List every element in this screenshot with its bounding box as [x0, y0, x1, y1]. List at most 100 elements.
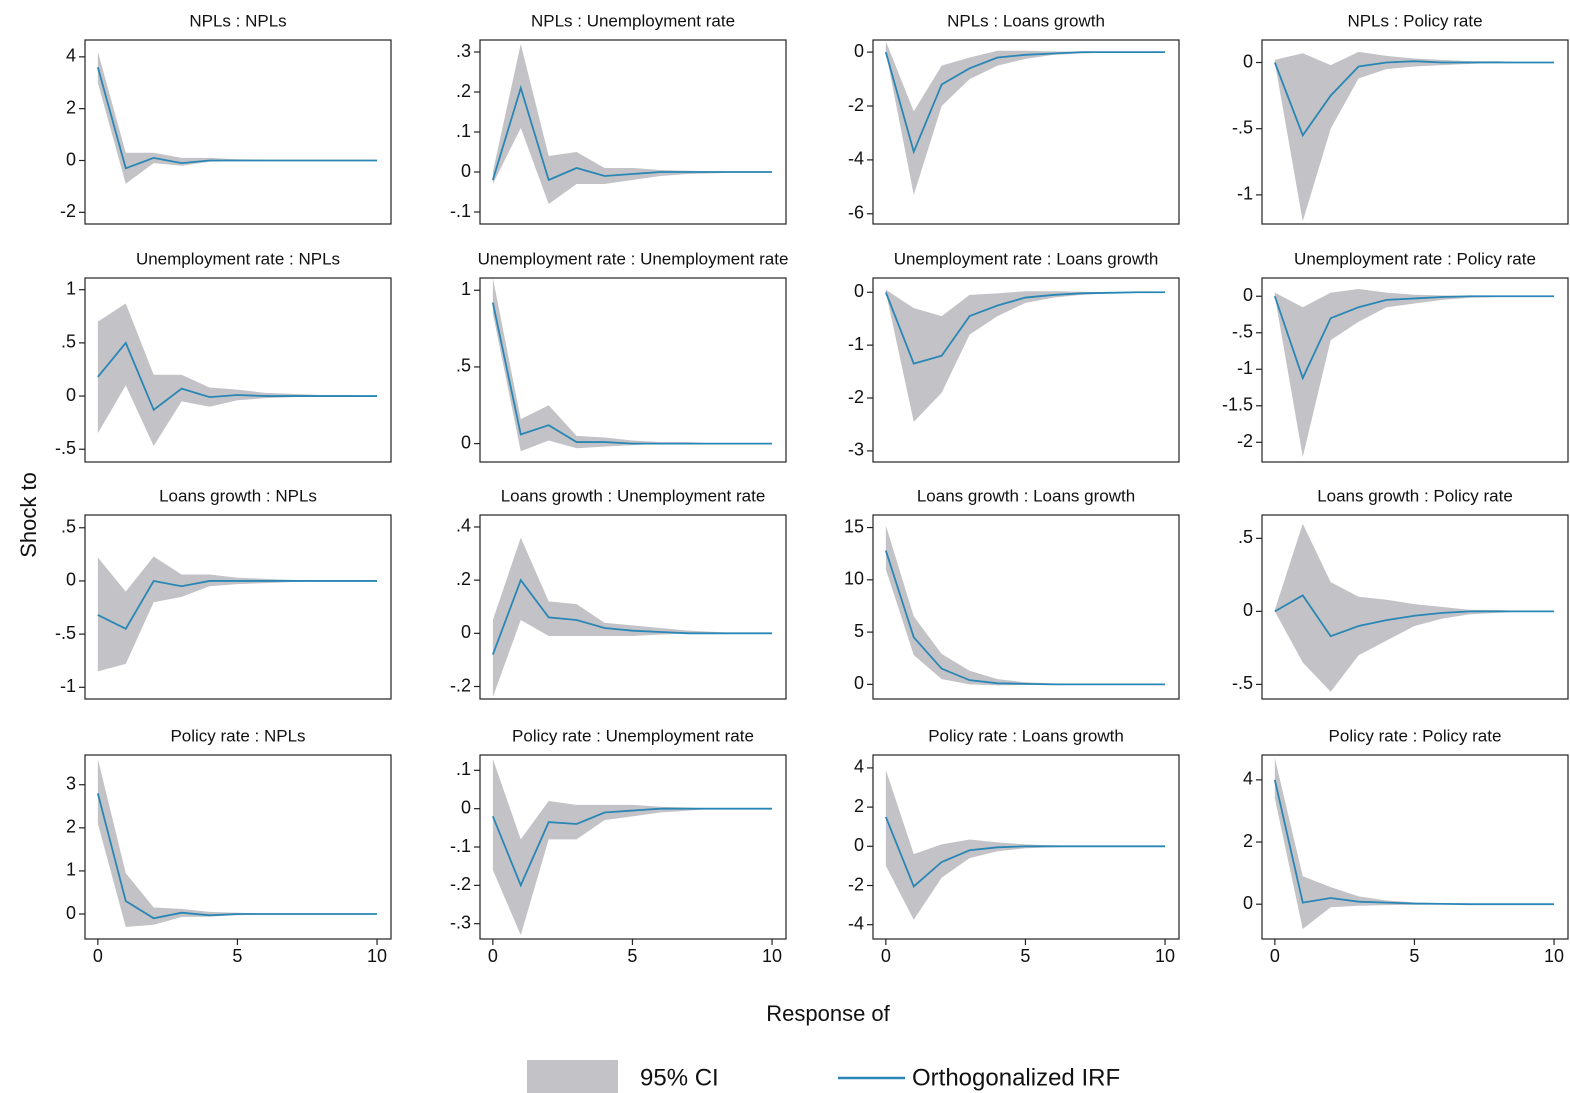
y-tick-label: 0 [1243, 893, 1253, 913]
y-tick-label: 4 [66, 46, 76, 66]
y-tick-label: .1 [456, 121, 471, 141]
x-tick-label: 0 [1270, 946, 1280, 966]
plot-frame [1261, 514, 1569, 700]
plot-frame [84, 39, 392, 225]
ci-band [885, 41, 1166, 195]
ci-band [1274, 523, 1555, 692]
ci-band [492, 44, 773, 204]
y-tick-label: 10 [844, 569, 864, 589]
y-tick-label: .3 [456, 41, 471, 61]
panel-title: Unemployment rate : NPLs [136, 249, 340, 268]
y-tick-label: 4 [1243, 769, 1253, 789]
irf-line [492, 578, 773, 655]
panel-title: Loans growth : Policy rate [1317, 486, 1513, 505]
panel-title: Policy rate : Policy rate [1329, 726, 1502, 745]
x-tick-label: 5 [232, 946, 242, 966]
irf-line [491, 84, 773, 182]
irf-line [491, 302, 773, 445]
y-tick-label: -2 [60, 201, 76, 221]
x-tick-label: 10 [367, 946, 387, 966]
y-tick-label: -.1 [450, 201, 471, 221]
irf-line [97, 579, 378, 630]
y-tick-label: 1 [66, 860, 76, 880]
x-tick-label: 5 [1409, 946, 1419, 966]
y-tick-label: 5 [854, 621, 864, 641]
y-tick-label: -.5 [1232, 673, 1253, 693]
y-tick-label: 1 [461, 279, 471, 299]
y-tick-label: 0 [66, 570, 76, 590]
plot-frame [872, 277, 1180, 463]
plot-frame [84, 514, 392, 700]
plot-frame [479, 277, 787, 463]
panel-title: NPLs : Unemployment rate [531, 11, 735, 30]
irf-line [884, 550, 1166, 686]
y-tick-label: 0 [66, 903, 76, 923]
y-tick-label: 3 [66, 773, 76, 793]
panel-title: Loans growth : Loans growth [917, 486, 1135, 505]
y-tick-label: -.5 [1232, 322, 1253, 342]
x-tick-label: 0 [93, 946, 103, 966]
y-tick-label: -4 [848, 149, 864, 169]
panel-title: Loans growth : NPLs [159, 486, 317, 505]
irf-line [1274, 60, 1555, 138]
panel-title: NPLs : NPLs [189, 11, 286, 30]
plot-frame [872, 39, 1180, 225]
y-tick-label: 4 [854, 757, 864, 777]
y-tick-label: 2 [1243, 831, 1253, 851]
y-tick-label: .5 [456, 356, 471, 376]
x-tick-label: 10 [762, 946, 782, 966]
y-tick-label: -1 [1237, 358, 1253, 378]
y-tick-label: 0 [1243, 600, 1253, 620]
ci-band [1274, 51, 1555, 222]
plot-frame [872, 514, 1180, 700]
panel-title: Policy rate : Loans growth [928, 726, 1124, 745]
plot-frame [479, 514, 787, 700]
panel-title: Policy rate : NPLs [170, 726, 305, 745]
x-tick-label: 0 [881, 946, 891, 966]
y-tick-label: 2 [66, 817, 76, 837]
y-tick-label: -.3 [450, 912, 471, 932]
x-tick-label: 5 [1020, 946, 1030, 966]
y-tick-label: 0 [1243, 51, 1253, 71]
y-tick-label: -.1 [450, 836, 471, 856]
irf-line [1273, 295, 1555, 381]
ci-band [885, 769, 1166, 920]
ci-band [885, 289, 1166, 422]
y-tick-label: -1 [1237, 184, 1253, 204]
plot-frame [84, 277, 392, 463]
x-tick-label: 10 [1544, 946, 1564, 966]
irf-line [97, 341, 378, 412]
y-tick-label: .4 [456, 516, 471, 536]
panel-title: Unemployment rate : Policy rate [1294, 249, 1536, 268]
irf-line [1274, 594, 1555, 638]
panel-title: NPLs : Loans growth [947, 11, 1105, 30]
y-tick-label: -4 [848, 913, 864, 933]
x-tick-label: 10 [1155, 946, 1175, 966]
y-tick-label: .5 [1238, 527, 1253, 547]
y-tick-label: -.5 [55, 438, 76, 458]
panel-title: NPLs : Policy rate [1347, 11, 1482, 30]
ci-band [492, 537, 773, 698]
ci-band [492, 278, 773, 452]
ci-band [97, 303, 378, 447]
panel-title: Policy rate : Unemployment rate [512, 726, 754, 745]
y-tick-label: -2 [848, 387, 864, 407]
legend-label: Orthogonalized IRF [912, 1064, 1120, 1091]
panel-title: Unemployment rate : Loans growth [894, 249, 1159, 268]
x-tick-label: 5 [627, 946, 637, 966]
y-tick-label: -.5 [55, 623, 76, 643]
irf-line [492, 807, 773, 888]
y-tick-label: 0 [854, 281, 864, 301]
y-tick-label: .2 [456, 81, 471, 101]
ci-band [97, 51, 378, 184]
irf-line [96, 66, 378, 170]
y-tick-label: -2 [848, 874, 864, 894]
ci-band [97, 556, 378, 672]
plot-frame [1261, 277, 1569, 463]
legend-label: 95% CI [640, 1064, 719, 1091]
irf-line [885, 291, 1166, 365]
irf-line [884, 51, 1166, 155]
y-tick-label: .5 [61, 332, 76, 352]
y-tick-label: -2 [1237, 431, 1253, 451]
